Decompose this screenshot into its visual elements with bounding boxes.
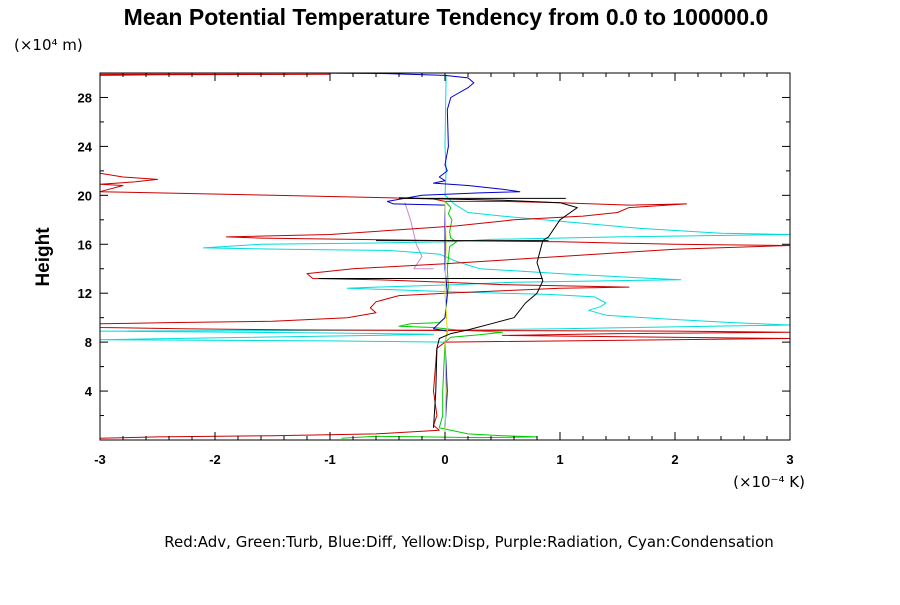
x-tick-label: -1	[324, 452, 336, 467]
y-axis-label: Height	[33, 227, 54, 287]
x-tick-label: 2	[671, 452, 678, 467]
x-tick-label: -2	[209, 452, 221, 467]
y-tick-label: 20	[78, 188, 92, 203]
y-tick-label: 28	[78, 90, 92, 105]
x-tick-label: 1	[556, 452, 563, 467]
y-tick-label: 8	[85, 335, 92, 350]
series-turb	[341, 201, 538, 439]
series-radiation	[404, 202, 434, 270]
y-tick-label: 24	[78, 139, 93, 154]
series-diff	[306, 72, 521, 428]
series-condensation	[99, 75, 791, 439]
series-disp	[444, 201, 448, 438]
legend-text: Red:Adv, Green:Turb, Blue:Diff, Yellow:D…	[164, 533, 774, 551]
x-tick-label: 0	[441, 452, 448, 467]
x-tick-label: -3	[94, 452, 106, 467]
series-layer	[99, 72, 791, 439]
y-tick-label: 16	[78, 237, 92, 252]
series-total	[398, 197, 578, 428]
chart-title: Mean Potential Temperature Tendency from…	[124, 4, 769, 30]
y-tick-label: 12	[78, 286, 92, 301]
y-unit-label: (×10⁴ m)	[14, 36, 83, 54]
x-unit-label: (×10⁻⁴ K)	[733, 473, 805, 491]
x-tick-label: 3	[786, 452, 793, 467]
series-adv	[99, 73, 791, 439]
y-tick-label: 4	[85, 384, 93, 399]
